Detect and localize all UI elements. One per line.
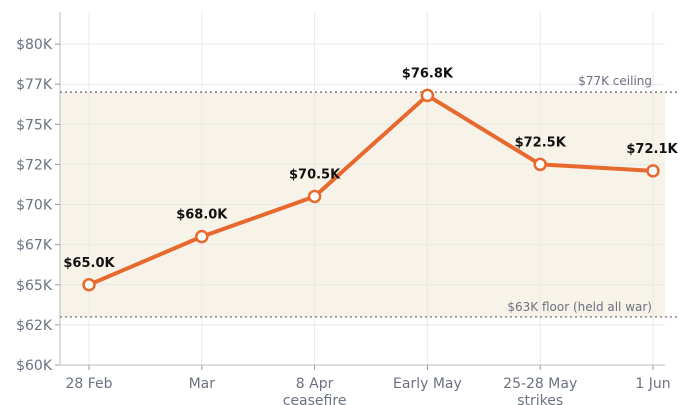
x-tick-label: 28 Feb	[65, 376, 112, 392]
line	[88, 93, 654, 287]
y-tick-label: $80K	[16, 37, 53, 53]
point	[195, 229, 209, 244]
y-tick-label: $70K	[16, 198, 53, 214]
x-tick-label: Mar	[189, 376, 216, 392]
value-label: $72.1K	[626, 142, 678, 157]
point	[533, 157, 547, 172]
y-tick-label: $60K	[16, 358, 53, 374]
value-label: $65.0K	[63, 256, 115, 271]
x-tick-label: 8 Apr ceasefire	[283, 376, 347, 405]
value-label: $68.0K	[176, 208, 228, 223]
x-tick-label: 1 Jun	[635, 376, 670, 392]
value-label: $70.5K	[289, 168, 341, 183]
value-label: $76.8K	[402, 66, 454, 81]
x-tick-label: 25-28 May strikes	[503, 376, 577, 405]
point	[646, 164, 660, 178]
floor-label: $63K floor (held all war)	[507, 300, 652, 314]
y-tick-label: $62K	[16, 318, 53, 334]
point	[307, 189, 322, 204]
value-label: $72.5K	[515, 135, 567, 150]
ceiling-label: $77K ceiling	[578, 74, 652, 88]
y-tick-label: $72K	[16, 157, 53, 173]
point	[82, 278, 96, 292]
y-tick-label: $75K	[16, 117, 53, 133]
y-tick-label: $65K	[16, 278, 53, 294]
x-tick-label: Early May	[393, 376, 462, 392]
y-tick-label: $77K	[16, 77, 53, 93]
y-tick-label: $67K	[16, 238, 53, 254]
point	[420, 88, 435, 103]
